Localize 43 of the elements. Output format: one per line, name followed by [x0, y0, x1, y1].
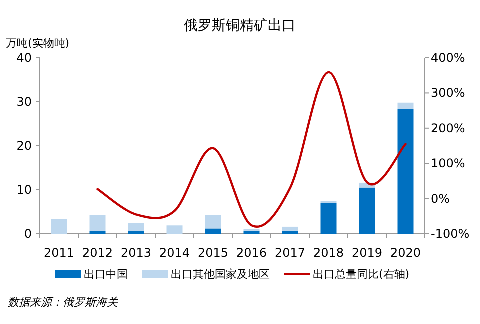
y2-tick-label: -100% — [431, 227, 470, 241]
bar — [359, 188, 376, 234]
x-tick-label: 2019 — [352, 246, 383, 260]
y2-tick-label: 400% — [431, 51, 466, 65]
x-tick-label: 2018 — [313, 246, 344, 260]
legend-label: 出口总量同比(右轴) — [313, 268, 410, 281]
y-tick-label: 30 — [16, 95, 32, 109]
y-tick-label: 10 — [16, 183, 32, 197]
bar — [90, 231, 106, 234]
x-tick-label: 2016 — [236, 246, 268, 260]
legend-label: 出口中国 — [84, 268, 128, 281]
bar — [51, 219, 68, 234]
y2-tick-label: 0% — [431, 192, 450, 206]
bar — [90, 215, 106, 232]
bar — [128, 231, 144, 234]
bar — [282, 230, 298, 234]
y-axis-title: 万吨(实物吨) — [6, 37, 70, 50]
y2-tick-label: 100% — [431, 156, 466, 171]
bar — [166, 226, 183, 234]
bar — [398, 102, 414, 110]
x-tick-label: 2014 — [159, 246, 190, 260]
x-tick-label: 2020 — [390, 246, 422, 260]
chart-title: 俄罗斯铜精矿出口 — [184, 18, 296, 34]
bar — [205, 228, 222, 234]
x-tick-label: 2015 — [198, 246, 229, 260]
x-tick-label: 2012 — [82, 246, 114, 260]
x-tick-label: 2011 — [44, 246, 75, 260]
bar — [320, 203, 337, 234]
source-note: 数据来源：俄罗斯海关 — [8, 296, 119, 309]
bar — [398, 109, 414, 234]
bar — [282, 226, 298, 231]
bar — [244, 230, 260, 234]
line-series — [96, 71, 407, 228]
y2-tick-label: 200% — [431, 121, 466, 136]
y2-tick-label: 300% — [431, 86, 466, 100]
legend-label: 出口其他国家及地区 — [171, 268, 270, 281]
bar — [205, 215, 222, 229]
y-tick-label: 20 — [16, 139, 32, 153]
y-tick-label: 0 — [24, 227, 32, 241]
bar — [128, 223, 144, 232]
y-tick-label: 40 — [16, 51, 32, 65]
x-tick-label: 2017 — [274, 246, 306, 260]
x-tick-label: 2013 — [120, 246, 152, 260]
